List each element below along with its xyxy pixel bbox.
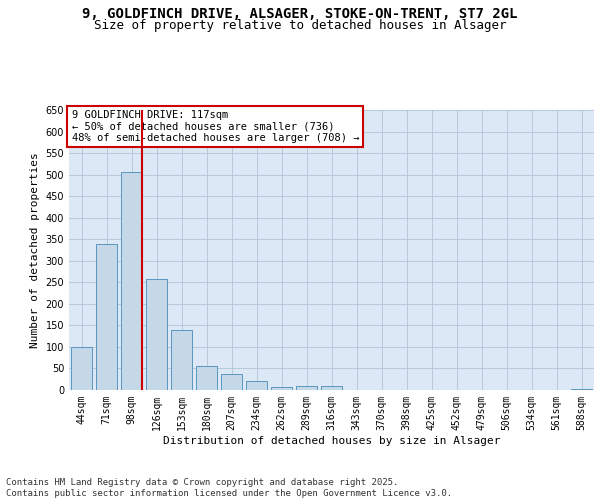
Bar [171,330,192,390]
Text: Size of property relative to detached houses in Alsager: Size of property relative to detached ho… [94,18,506,32]
Bar [321,386,342,390]
Bar [96,244,117,390]
Text: Contains HM Land Registry data © Crown copyright and database right 2025.
Contai: Contains HM Land Registry data © Crown c… [6,478,452,498]
Bar [296,386,317,390]
Bar [571,388,592,390]
Text: 9, GOLDFINCH DRIVE, ALSAGER, STOKE-ON-TRENT, ST7 2GL: 9, GOLDFINCH DRIVE, ALSAGER, STOKE-ON-TR… [82,8,518,22]
Text: 9 GOLDFINCH DRIVE: 117sqm
← 50% of detached houses are smaller (736)
48% of semi: 9 GOLDFINCH DRIVE: 117sqm ← 50% of detac… [71,110,359,143]
Bar [271,388,292,390]
Bar [221,374,242,390]
Bar [196,366,217,390]
Y-axis label: Number of detached properties: Number of detached properties [30,152,40,348]
Bar [71,347,92,390]
Bar [121,172,142,390]
Bar [246,382,267,390]
X-axis label: Distribution of detached houses by size in Alsager: Distribution of detached houses by size … [163,436,500,446]
Bar [146,280,167,390]
